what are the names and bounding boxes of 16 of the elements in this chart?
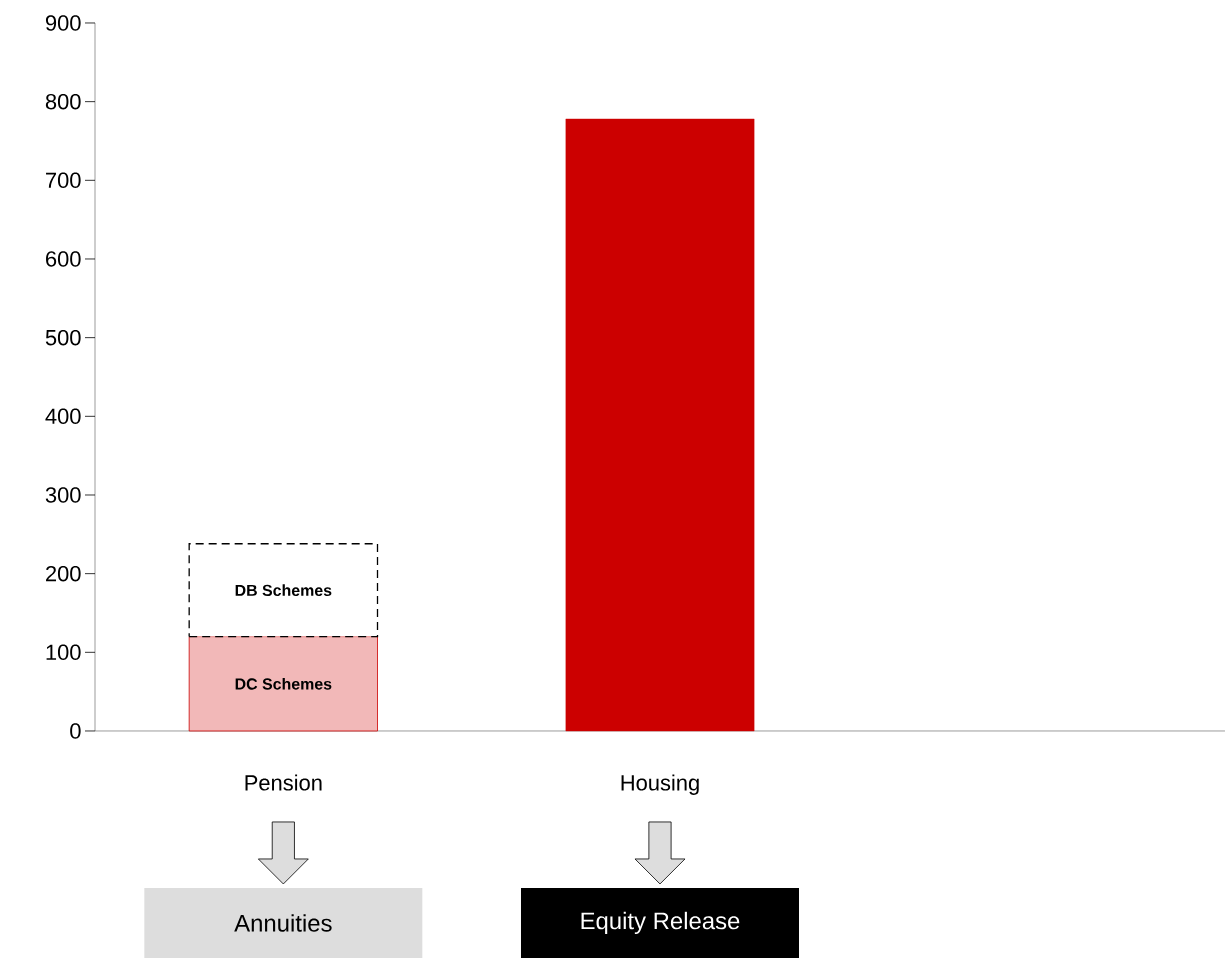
y-tick-label: 200 [46,565,81,582]
x-tick-label: Pension [245,774,322,791]
y-tick-label: 100 [46,644,81,661]
y-tick-label: 800 [45,93,81,110]
series-label: DC Schemes [235,677,332,690]
y-tick-label: 900 [45,15,81,31]
y-tick-label: 400 [45,408,81,425]
y-tick-label: 0 [70,723,81,739]
text: Annuities [234,914,332,932]
y-tick-label: 300 [45,487,81,503]
x-tick-label: Housing [621,774,699,795]
text: Equity Release [581,911,740,935]
y-tick-label: 700 [46,172,81,189]
y-tick-label: 500 [45,329,81,346]
y-tick-label: 600 [46,251,81,267]
series-label: DB Schemes [235,584,332,597]
